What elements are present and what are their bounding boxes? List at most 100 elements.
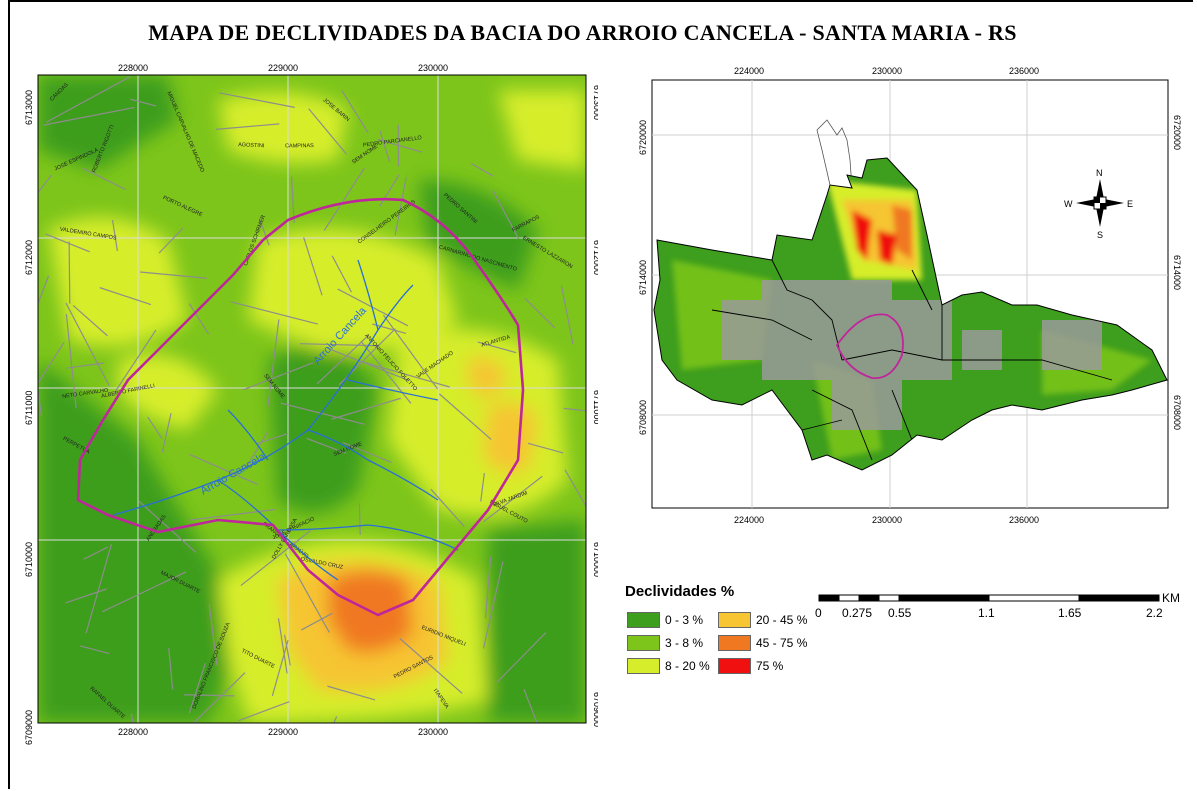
compass-rose: N S E W	[1064, 168, 1133, 240]
road-segment	[271, 640, 289, 697]
road-segment	[306, 437, 347, 454]
slope-area-0-3	[488, 520, 586, 723]
road-segment	[168, 647, 174, 690]
road-segment	[342, 441, 392, 463]
page-frame	[8, 0, 1193, 789]
road-segment	[331, 397, 401, 420]
road-segment	[184, 694, 235, 697]
road-segment	[316, 334, 369, 385]
inset-y-tick: 6708000	[638, 400, 648, 435]
road-segment	[85, 543, 113, 634]
road-segment	[327, 685, 376, 701]
y-tick-label: 6712000	[24, 240, 34, 275]
x-tick-label: 230000	[418, 727, 448, 737]
road-segment	[477, 341, 517, 354]
municipality-outline	[653, 157, 1168, 471]
inset-y-tick: 6720000	[638, 120, 648, 155]
scale-label: 1.65	[1058, 606, 1082, 620]
basin-outline	[76, 197, 525, 617]
x-tick-label: 228000	[118, 63, 148, 73]
road-segment	[242, 362, 314, 391]
inset-x-tick: 236000	[1009, 515, 1039, 525]
road-segment	[140, 271, 207, 279]
road-segment	[188, 303, 210, 335]
scale-unit: KM	[1162, 591, 1180, 605]
road-segment	[161, 413, 172, 453]
road-segment	[301, 612, 333, 631]
legend-label: 0 - 3 %	[665, 613, 704, 627]
map-title: MAPA DE DECLIVIDADES DA BACIA DO ARROIO …	[148, 20, 1017, 45]
scale-label: 2.2	[1146, 606, 1163, 620]
road-segment	[299, 343, 378, 347]
scale-label: 0.55	[888, 606, 912, 620]
road-segment	[99, 287, 152, 306]
road-segment	[277, 618, 288, 674]
road-segment	[45, 233, 90, 253]
road-segment	[483, 475, 543, 523]
road-segment	[399, 638, 463, 694]
road-segment	[394, 177, 407, 236]
road-segment	[38, 275, 50, 304]
legend-label: 3 - 8 %	[665, 636, 704, 650]
road-segment	[527, 442, 564, 454]
x-tick-label: 230000	[418, 63, 448, 73]
graticule	[38, 75, 586, 723]
road-segment	[358, 360, 450, 388]
road-segment	[240, 529, 312, 587]
inset-x-tick: 224000	[734, 66, 764, 76]
y-tick-label: 6712000	[592, 240, 598, 275]
road-segment	[290, 176, 295, 224]
road-segment	[244, 431, 269, 471]
inset-x-tick: 236000	[1009, 66, 1039, 76]
legend-swatch	[627, 612, 660, 628]
road-segment	[257, 432, 289, 445]
road-segment	[280, 402, 365, 425]
slope-area-8-20	[248, 228, 458, 352]
road-segment	[111, 219, 118, 252]
road-segment	[147, 416, 163, 440]
compass-north: N	[1096, 168, 1103, 178]
legend-label: 45 - 75 %	[756, 636, 808, 650]
legend-title: Declividades %	[625, 583, 735, 600]
road-segment	[68, 241, 71, 304]
road-segment	[377, 138, 423, 153]
slope-area-0-3	[418, 180, 538, 290]
y-tick-label: 6710000	[592, 542, 598, 577]
road-segment	[283, 634, 291, 666]
scale-bar	[818, 594, 1160, 602]
legend-swatch	[718, 658, 751, 674]
inset-x-tick: 230000	[872, 515, 902, 525]
legend-label: 20 - 45 %	[756, 613, 808, 627]
x-tick-label: 229000	[268, 63, 298, 73]
slope-area-20-45	[467, 357, 508, 400]
y-tick-label: 6711000	[24, 391, 34, 425]
slope-area-20-45	[483, 402, 538, 473]
slope-area-0-3	[38, 75, 178, 170]
legend-swatch	[627, 635, 660, 651]
slope-area-8-20	[498, 90, 586, 170]
road-segment	[372, 323, 407, 334]
slope-area-8-20	[218, 92, 348, 164]
road-segment	[383, 314, 439, 390]
road-segment	[379, 174, 400, 207]
road-segment	[189, 508, 276, 521]
road-segment	[65, 588, 107, 604]
road-segment	[192, 672, 246, 723]
inset-y-tick: 6720000	[1172, 115, 1182, 150]
road-segment	[113, 329, 157, 395]
road-segment	[438, 393, 492, 440]
road-segment	[564, 469, 586, 508]
road-segment	[563, 407, 586, 412]
road-segment	[208, 604, 218, 666]
road-segment	[323, 167, 365, 231]
street-label: CAMPINAS	[285, 143, 314, 149]
slope-area-0-3	[268, 345, 378, 513]
road-segment	[303, 237, 323, 296]
road-segment	[480, 472, 485, 502]
road-segment	[496, 632, 547, 683]
road-segment	[560, 285, 574, 345]
road-segment	[308, 108, 347, 155]
y-tick-label: 6709000	[592, 692, 598, 727]
scale-label: 0.275	[842, 606, 873, 620]
